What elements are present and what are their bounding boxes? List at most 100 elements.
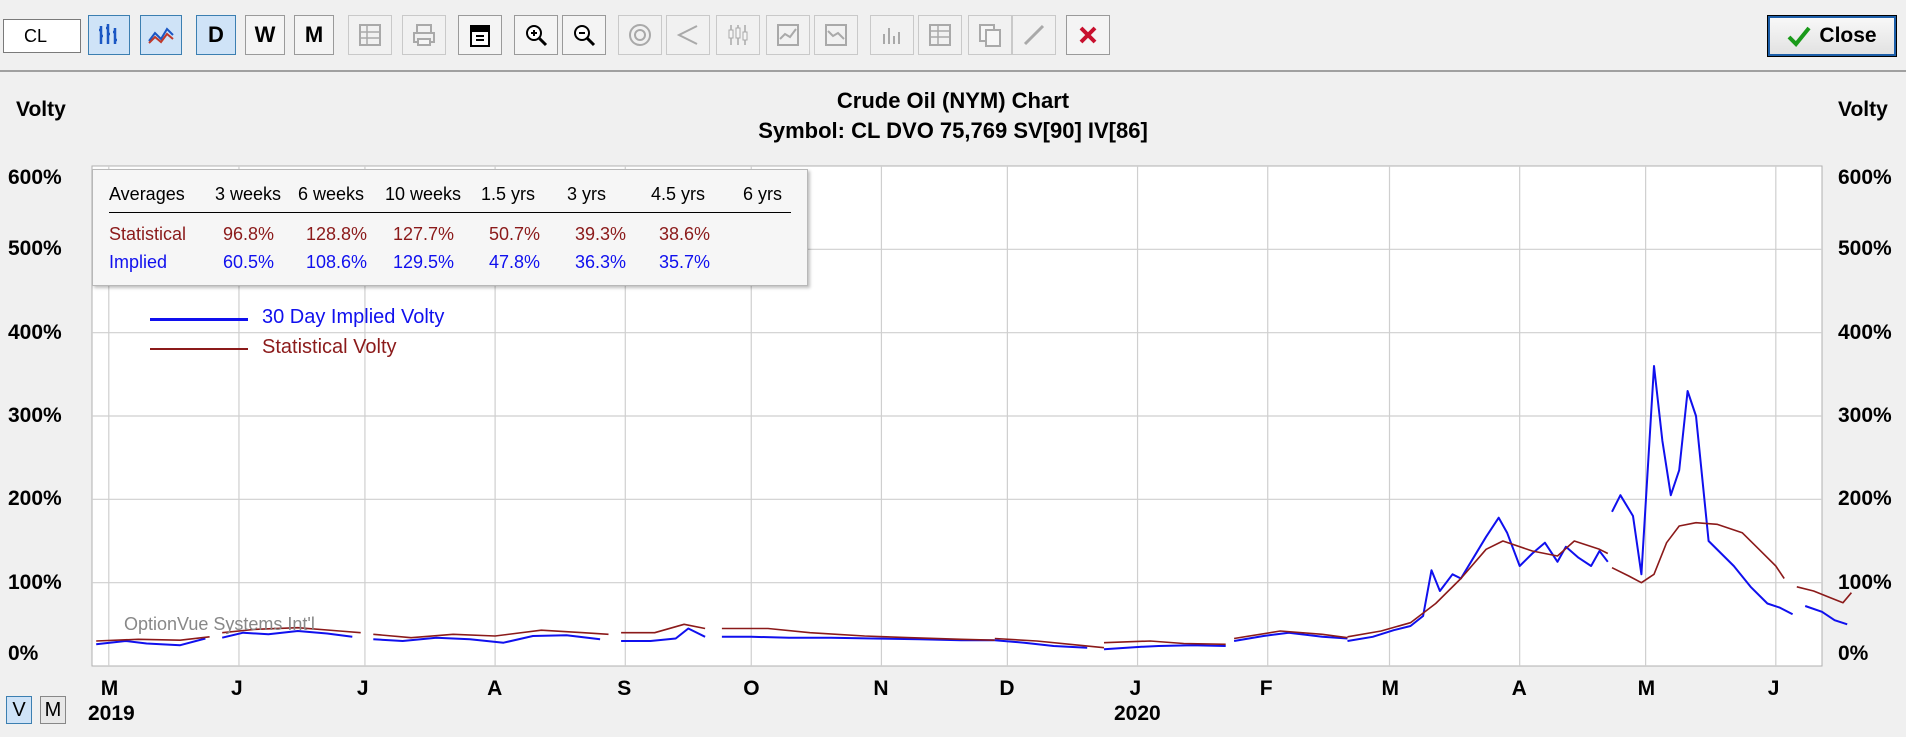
angle-button[interactable]: [666, 15, 710, 55]
toolbar: CL D W M: [0, 0, 1906, 72]
checkmark-icon: [1787, 26, 1811, 47]
view-v-label: V: [12, 698, 26, 721]
target-icon: [629, 24, 651, 46]
target-button[interactable]: [618, 15, 662, 55]
y-tick-label-right: 500%: [1838, 237, 1892, 261]
weekly-button[interactable]: W: [245, 15, 285, 55]
series-line-segment: [721, 635, 995, 642]
y-tick-label-right: 600%: [1838, 166, 1892, 189]
draw-line-button[interactable]: [1012, 15, 1056, 55]
averages-header-cell: 4.5 yrs: [651, 184, 706, 204]
legend-implied-label: 30 Day Implied Volty: [262, 306, 445, 328]
candlestick-icon: [728, 25, 748, 45]
calendar-icon: [470, 25, 490, 47]
chart-study-icon: [777, 24, 799, 46]
daily-button[interactable]: D: [196, 15, 236, 55]
series-line-segment: [1233, 630, 1348, 640]
averages-statistical-value: 38.6%: [659, 224, 711, 244]
x-tick-label: O: [743, 677, 760, 700]
y-tick-label-left: 200%: [8, 487, 62, 511]
monthly-button[interactable]: M: [294, 15, 334, 55]
y-axis-label-left: Volty: [16, 98, 66, 121]
x-tick-label: S: [617, 677, 632, 700]
copy-button[interactable]: [968, 15, 1012, 55]
bar-chart-icon: [99, 24, 117, 44]
zoom-out-button[interactable]: [562, 15, 606, 55]
averages-implied-value: 35.7%: [659, 252, 711, 272]
averages-header-cell: 10 weeks: [385, 184, 462, 204]
averages-implied-value: 108.6%: [306, 252, 368, 272]
series-line-segment: [621, 627, 706, 642]
averages-implied-value: 60.5%: [223, 252, 275, 272]
y-tick-label-right: 400%: [1838, 320, 1892, 344]
close-button[interactable]: Close: [1767, 15, 1897, 57]
copy-icon: [979, 24, 1001, 47]
bar-chart-mode-button[interactable]: [88, 15, 130, 55]
watermark: OptionVue Systems Int'l: [124, 614, 315, 634]
series-line-segment: [373, 629, 609, 639]
averages-header-cell: Averages: [109, 184, 185, 204]
weekly-label: W: [254, 22, 276, 47]
series-line-segment: [222, 626, 361, 634]
y-tick-label-right: 0%: [1838, 642, 1869, 665]
x-tick-label: M: [1381, 677, 1400, 700]
volume-button[interactable]: [870, 15, 914, 55]
averages-implied-value: 47.8%: [489, 252, 541, 272]
x-tick-label: J: [1129, 677, 1142, 700]
series-line-segment: [721, 627, 995, 641]
grid-table-button[interactable]: [918, 15, 962, 55]
line-chart-icon: [148, 27, 174, 44]
grid-icon: [359, 24, 381, 46]
x-tick-label: A: [487, 677, 503, 700]
calendar-button[interactable]: [458, 15, 502, 55]
daily-label: D: [208, 22, 224, 47]
x-tick-label: J: [356, 677, 369, 700]
study-button-2[interactable]: [814, 15, 858, 55]
pencil-icon: [1023, 24, 1045, 46]
y-tick-label-right: 100%: [1838, 570, 1892, 594]
y-tick-label-left: 400%: [8, 320, 62, 344]
averages-header-cell: 6 weeks: [298, 184, 365, 204]
line-chart-mode-button[interactable]: [140, 15, 182, 55]
symbol-input[interactable]: CL: [3, 19, 81, 53]
print-button[interactable]: [402, 15, 446, 55]
legend-implied-swatch: [150, 318, 248, 321]
delete-button[interactable]: [1066, 15, 1110, 55]
legend-statistical-label: Statistical Volty: [262, 336, 397, 358]
y-tick-label-left: 500%: [8, 237, 62, 261]
averages-statistical-value: 96.8%: [223, 224, 275, 244]
averages-header-cell: 3 weeks: [215, 184, 282, 204]
series-implied-volty: [96, 365, 1848, 651]
chart-study-icon: [825, 24, 847, 46]
chart-title: Crude Oil (NYM) Chart: [836, 88, 1070, 113]
candles-button[interactable]: [716, 15, 760, 55]
study-button-1[interactable]: [766, 15, 810, 55]
y-tick-label-right: 300%: [1838, 404, 1892, 427]
averages-table: Averages 3 weeks 6 weeks 10 weeks 1.5 yrs 3 y…: [92, 169, 808, 286]
y-tick-label-right: 200%: [1838, 487, 1892, 511]
view-m-button[interactable]: M: [40, 696, 66, 724]
y-tick-label-left: 100%: [8, 570, 62, 594]
y-tick-label-left: 0%: [8, 642, 39, 665]
view-m-label: M: [44, 698, 62, 721]
printer-icon: [413, 24, 435, 46]
series-line-segment: [1233, 631, 1348, 642]
averages-statistical-value: 127.7%: [393, 224, 455, 244]
grid-settings-button[interactable]: [348, 15, 392, 55]
volume-bars-icon: [883, 28, 900, 44]
averages-implied-label: Implied: [109, 252, 168, 272]
view-v-button[interactable]: V: [6, 696, 32, 724]
series-line-segment: [994, 639, 1088, 649]
averages-divider: [109, 212, 791, 213]
series-line-segment: [1103, 644, 1226, 651]
averages-statistical-value: 128.8%: [306, 224, 368, 244]
x-tick-label: A: [1511, 677, 1527, 700]
x-tick-label: N: [873, 677, 889, 700]
zoom-in-button[interactable]: [514, 15, 558, 55]
series-line-segment: [621, 623, 706, 634]
series-line-segment: [1103, 640, 1226, 646]
x-tick-label: D: [999, 677, 1015, 700]
x-tick-label: J: [1767, 677, 1780, 700]
table-icon: [929, 24, 951, 46]
series-statistical-volty: [96, 521, 1853, 649]
